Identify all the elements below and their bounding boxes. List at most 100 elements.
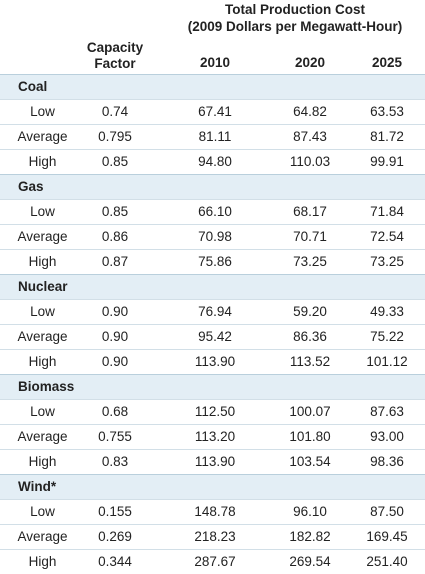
table-row: Average 0.90 95.42 86.36 75.22	[0, 324, 425, 349]
cost-2025-cell: 98.36	[370, 454, 404, 469]
capacity-header-line2: Factor	[94, 56, 136, 71]
capacity-factor-cell: 0.795	[98, 129, 132, 144]
cost-2010-cell: 75.86	[198, 254, 232, 269]
table-row: Average 0.86 70.98 70.71 72.54	[0, 224, 425, 249]
year-header-2010: 2010	[199, 55, 231, 70]
cost-2020-cell: 70.71	[293, 229, 327, 244]
table-row: Low 0.155 148.78 96.10 87.50	[0, 499, 425, 524]
cost-2020-cell: 73.25	[293, 254, 327, 269]
table-row: Average 0.755 113.20 101.80 93.00	[0, 424, 425, 449]
row-label: High	[28, 554, 57, 569]
capacity-factor-cell: 0.86	[101, 229, 129, 244]
cost-2010-cell: 113.90	[194, 454, 236, 469]
cost-2010-cell: 113.20	[194, 429, 236, 444]
cost-2025-cell: 169.45	[366, 529, 408, 544]
capacity-factor-cell: 0.90	[101, 304, 129, 319]
cost-2025-cell: 93.00	[370, 429, 404, 444]
cost-2020-cell: 96.10	[293, 504, 327, 519]
capacity-factor-cell: 0.90	[101, 329, 129, 344]
cost-2025-cell: 87.63	[370, 404, 404, 419]
table-row: Average 0.269 218.23 182.82 169.45	[0, 524, 425, 549]
cost-2025-cell: 73.25	[370, 254, 404, 269]
capacity-factor-cell: 0.344	[98, 554, 132, 569]
row-label: Average	[17, 529, 68, 544]
row-label: Average	[17, 229, 68, 244]
cost-2010-cell: 67.41	[198, 104, 232, 119]
cost-2020-cell: 182.82	[289, 529, 331, 544]
cost-2020-cell: 101.80	[289, 429, 331, 444]
cost-2010-cell: 94.80	[198, 154, 232, 169]
cost-2010-cell: 76.94	[198, 304, 232, 319]
group-label: Coal	[18, 79, 48, 94]
capacity-factor-cell: 0.83	[101, 454, 129, 469]
cost-2025-cell: 99.91	[370, 154, 404, 169]
cost-2010-cell: 66.10	[198, 204, 232, 219]
capacity-factor-cell: 0.87	[101, 254, 129, 269]
cost-2020-cell: 103.54	[289, 454, 331, 469]
capacity-factor-cell: 0.269	[98, 529, 132, 544]
row-label: Low	[30, 204, 55, 219]
cost-2025-cell: 251.40	[366, 554, 408, 569]
row-label: Average	[17, 129, 68, 144]
cost-2020-cell: 87.43	[293, 129, 327, 144]
cost-2025-cell: 75.22	[370, 329, 404, 344]
group-label: Nuclear	[18, 279, 68, 294]
capacity-factor-cell: 0.755	[98, 429, 132, 444]
row-label: Low	[30, 404, 55, 419]
table-title: Total Production Cost	[225, 2, 365, 17]
row-label: Low	[30, 504, 55, 519]
capacity-factor-header: Capacity Factor	[80, 40, 150, 72]
table-row: High 0.83 113.90 103.54 98.36	[0, 449, 425, 474]
cost-2025-cell: 71.84	[370, 204, 404, 219]
table-row: High 0.90 113.90 113.52 101.12	[0, 349, 425, 374]
group-row: Nuclear	[0, 274, 425, 299]
year-header-2025: 2025	[371, 55, 403, 70]
cost-2020-cell: 68.17	[293, 204, 327, 219]
capacity-header-line1: Capacity	[86, 40, 144, 55]
cost-2020-cell: 59.20	[293, 304, 327, 319]
row-label: High	[28, 454, 57, 469]
cost-2025-cell: 101.12	[366, 354, 408, 369]
cost-2020-cell: 100.07	[289, 404, 331, 419]
group-row: Coal	[0, 74, 425, 99]
capacity-factor-cell: 0.68	[101, 404, 129, 419]
cost-2010-cell: 70.98	[198, 229, 232, 244]
cost-2025-cell: 72.54	[370, 229, 404, 244]
cost-2010-cell: 148.78	[194, 504, 236, 519]
group-row: Biomass	[0, 374, 425, 399]
table-row: Low 0.85 66.10 68.17 71.84	[0, 199, 425, 224]
cost-2010-cell: 113.90	[194, 354, 236, 369]
row-label: High	[28, 354, 57, 369]
year-header-2020: 2020	[294, 55, 326, 70]
capacity-factor-cell: 0.155	[98, 504, 132, 519]
group-row: Gas	[0, 174, 425, 199]
cost-2020-cell: 269.54	[289, 554, 331, 569]
row-label: Average	[17, 329, 68, 344]
table-subtitle: (2009 Dollars per Megawatt-Hour)	[187, 19, 403, 34]
cost-2020-cell: 110.03	[289, 154, 331, 169]
table-row: Average 0.795 81.11 87.43 81.72	[0, 124, 425, 149]
table-row: High 0.85 94.80 110.03 99.91	[0, 149, 425, 174]
cost-2010-cell: 287.67	[194, 554, 236, 569]
cost-2025-cell: 87.50	[370, 504, 404, 519]
group-label: Wind*	[18, 479, 57, 494]
capacity-factor-cell: 0.90	[101, 354, 129, 369]
cost-2020-cell: 64.82	[293, 104, 327, 119]
cost-2010-cell: 112.50	[194, 404, 236, 419]
cost-2020-cell: 86.36	[293, 329, 327, 344]
cost-2010-cell: 218.23	[194, 529, 236, 544]
table-row: High 0.344 287.67 269.54 251.40	[0, 549, 425, 574]
cost-2025-cell: 49.33	[370, 304, 404, 319]
table-row: Low 0.68 112.50 100.07 87.63	[0, 399, 425, 424]
row-label: High	[28, 154, 57, 169]
table-row: Low 0.90 76.94 59.20 49.33	[0, 299, 425, 324]
capacity-factor-cell: 0.85	[101, 204, 129, 219]
cost-2025-cell: 81.72	[370, 129, 404, 144]
capacity-factor-cell: 0.85	[101, 154, 129, 169]
row-label: High	[28, 254, 57, 269]
cost-2010-cell: 95.42	[198, 329, 232, 344]
cost-2010-cell: 81.11	[198, 129, 232, 144]
row-label: Low	[30, 104, 55, 119]
capacity-factor-cell: 0.74	[101, 104, 129, 119]
